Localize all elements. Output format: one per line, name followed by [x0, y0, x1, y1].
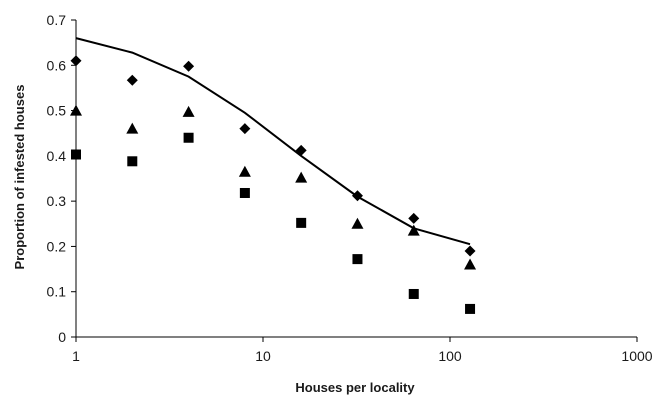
diamond-point: [464, 245, 476, 257]
y-tick-label: 0.2: [47, 238, 67, 254]
square-point: [296, 217, 307, 228]
square-point: [127, 156, 138, 167]
axes: [71, 19, 638, 342]
y-axis-label: Proportion of infested houses: [12, 85, 27, 270]
diamond-point: [183, 60, 195, 72]
y-tick-label: 0.5: [47, 103, 67, 119]
square-point: [71, 149, 81, 160]
triangle-point: [351, 217, 364, 229]
triangle-point: [70, 104, 82, 116]
y-tick-label: 0.7: [47, 12, 67, 28]
diamond-point: [295, 144, 307, 156]
x-tick-label: 1000: [621, 348, 652, 364]
x-axis-label: Houses per locality: [295, 380, 415, 395]
square-point: [352, 254, 363, 265]
x-tick-label: 100: [438, 348, 462, 364]
diamond-point: [239, 123, 251, 135]
x-tick-label: 1: [72, 348, 80, 364]
square-point: [239, 187, 250, 198]
diamond-point: [408, 212, 420, 224]
y-tick-label: 0.1: [47, 284, 67, 300]
triangle-point: [464, 258, 477, 270]
square-point: [465, 303, 476, 314]
y-tick-label: 0.6: [47, 57, 67, 73]
triangle-point: [182, 105, 195, 117]
tick-labels: 0 0.1 0.2 0.3 0.4 0.5 0.6 0.7 1 10 100 1000: [47, 12, 653, 364]
triangle-point: [295, 171, 308, 183]
series-line: [75, 37, 471, 246]
y-tick-label: 0.4: [47, 148, 67, 164]
data-marks: [70, 37, 477, 314]
triangle-point: [407, 224, 420, 236]
square-point: [408, 288, 419, 299]
x-tick-label: 10: [255, 348, 271, 364]
diamond-point: [126, 74, 138, 86]
y-tick-label: 0: [58, 329, 66, 345]
square-point: [183, 132, 194, 143]
triangle-point: [238, 165, 251, 177]
y-tick-label: 0.3: [47, 193, 67, 209]
diamond-point: [70, 55, 82, 67]
triangle-point: [126, 122, 139, 134]
